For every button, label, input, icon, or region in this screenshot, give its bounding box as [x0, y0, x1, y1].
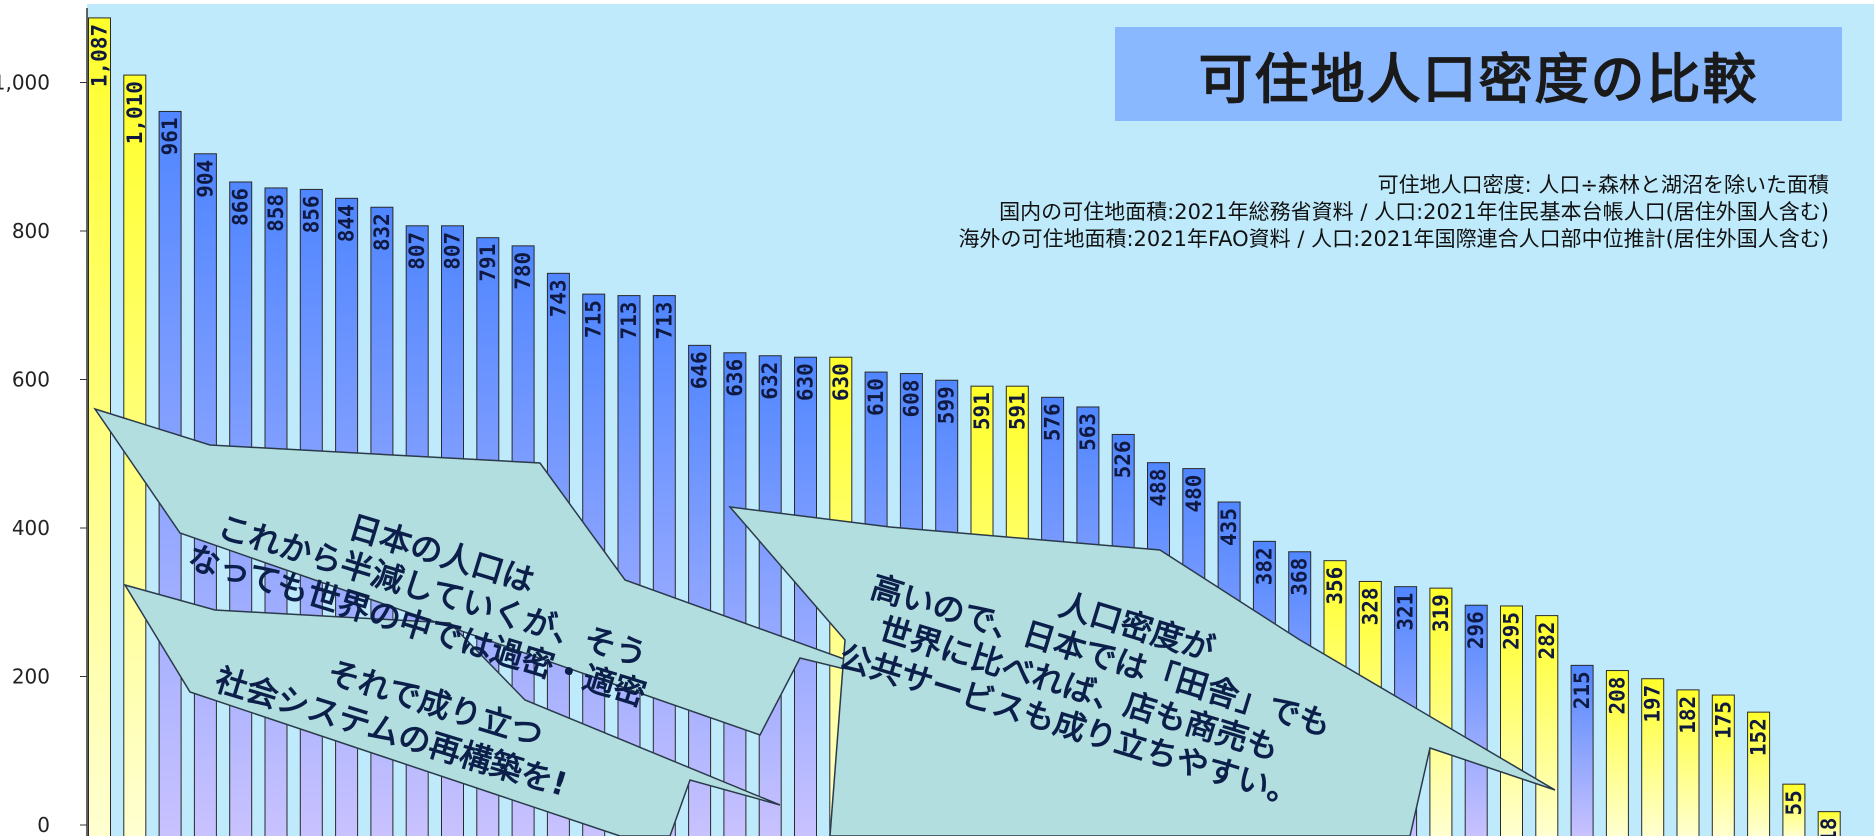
- callout-shape-3: [728, 506, 1556, 836]
- y-tick-label: 200: [12, 665, 50, 689]
- bar-value-label: 526: [1111, 440, 1135, 478]
- chart-title-box: 可住地人口密度の比較: [1115, 27, 1842, 121]
- chart-title: 可住地人口密度の比較: [1198, 47, 1759, 111]
- bar-value-label: 844: [335, 204, 359, 242]
- bar: [1500, 605, 1523, 836]
- y-axis-ticks: 0 200 400 600 800 1,000: [0, 71, 87, 836]
- bar-value-label: 832: [370, 213, 394, 251]
- bar-value-label: 480: [1182, 475, 1206, 513]
- bar-value-label: 743: [546, 279, 570, 317]
- note-line-3: 海外の可住地面積:2021年FAO資料 / 人口:2021年国際連合人口部中位推…: [958, 227, 1829, 251]
- bar-value-label: 713: [652, 302, 676, 340]
- y-tick-label: 800: [12, 219, 50, 243]
- bar-value-label: 715: [582, 300, 606, 338]
- bar-value-label: 382: [1252, 547, 1276, 585]
- bar-value-label: 807: [405, 232, 429, 270]
- bar-value-label: 791: [476, 244, 500, 282]
- bar-value-label: 599: [935, 386, 959, 424]
- bar-value-label: 152: [1747, 718, 1771, 756]
- bar: [1464, 604, 1488, 836]
- bar-value-label: 856: [299, 195, 323, 233]
- bar-value-label: 591: [1005, 392, 1029, 430]
- bar-value-label: 295: [1500, 612, 1524, 650]
- bar: [1429, 587, 1453, 836]
- bar-value-label: 435: [1217, 508, 1241, 546]
- y-tick-label: 1,000: [0, 71, 50, 95]
- bar: [1605, 670, 1629, 836]
- bar-value-label: 632: [758, 362, 782, 400]
- bar-value-label: 18: [1817, 818, 1841, 836]
- bar: [1641, 678, 1665, 836]
- chart-notes: 可住地人口密度: 人口÷森林と湖沼を除いた面積 国内の可住地面積:2021年総務…: [529, 172, 1829, 253]
- bar: [758, 355, 782, 836]
- bar: [1817, 811, 1841, 836]
- bar-value-label: 488: [1147, 469, 1171, 507]
- y-tick-label: 0: [37, 813, 50, 836]
- note-line-2: 国内の可住地面積:2021年総務省資料 / 人口:2021年住民基本台帳人口(居…: [999, 200, 1829, 224]
- bar-value-label: 807: [441, 232, 465, 270]
- bar: [1711, 694, 1735, 836]
- bar-value-label: 858: [264, 194, 288, 232]
- bar-value-label: 636: [723, 359, 747, 397]
- bar-value-label: 175: [1711, 701, 1735, 739]
- bar-value-label: 319: [1429, 594, 1453, 632]
- bar-value-label: 866: [229, 188, 253, 226]
- bar-value-label: 646: [688, 351, 712, 389]
- y-tick-label: 600: [12, 368, 50, 392]
- bar-value-label: 630: [829, 363, 853, 401]
- bar-value-label: 591: [970, 392, 994, 430]
- note-line-1: 可住地人口密度: 人口÷森林と湖沼を除いた面積: [1377, 173, 1829, 197]
- bar-value-label: 630: [794, 363, 818, 401]
- bar: [1782, 783, 1806, 836]
- bar-value-label: 197: [1641, 685, 1665, 723]
- bar: [1535, 615, 1559, 836]
- bar-value-label: 904: [193, 160, 217, 198]
- callout-shape-2: [123, 583, 781, 836]
- bar-value-label: 368: [1288, 558, 1312, 596]
- bar: [1676, 689, 1700, 836]
- bar-value-label: 713: [617, 302, 641, 340]
- bar-value-label: 563: [1076, 413, 1100, 451]
- bar-value-label: 780: [511, 252, 535, 290]
- bar-value-label: 356: [1323, 567, 1347, 605]
- bar-value-label: 961: [158, 117, 182, 155]
- bar: [1570, 664, 1594, 836]
- bar-value-label: 576: [1041, 403, 1065, 441]
- bar-value-label: 282: [1535, 622, 1559, 660]
- bar-value-label: 610: [864, 378, 888, 416]
- bar-value-label: 321: [1394, 593, 1418, 631]
- bar: [1747, 711, 1771, 836]
- bar-value-label: 1,087: [88, 24, 112, 87]
- bar-value-label: 608: [899, 380, 923, 418]
- bar-value-label: 55: [1782, 790, 1806, 815]
- bar: [723, 352, 747, 836]
- bar-value-label: 208: [1605, 677, 1629, 715]
- bar-value-label: 182: [1676, 696, 1700, 734]
- y-tick-label: 400: [12, 516, 50, 540]
- bar: [617, 295, 641, 836]
- bar-value-label: 296: [1464, 611, 1488, 649]
- bar: [688, 344, 712, 836]
- bar-value-label: 1,010: [123, 81, 147, 144]
- bar-value-label: 215: [1570, 671, 1594, 709]
- bar-value-label: 328: [1358, 587, 1382, 625]
